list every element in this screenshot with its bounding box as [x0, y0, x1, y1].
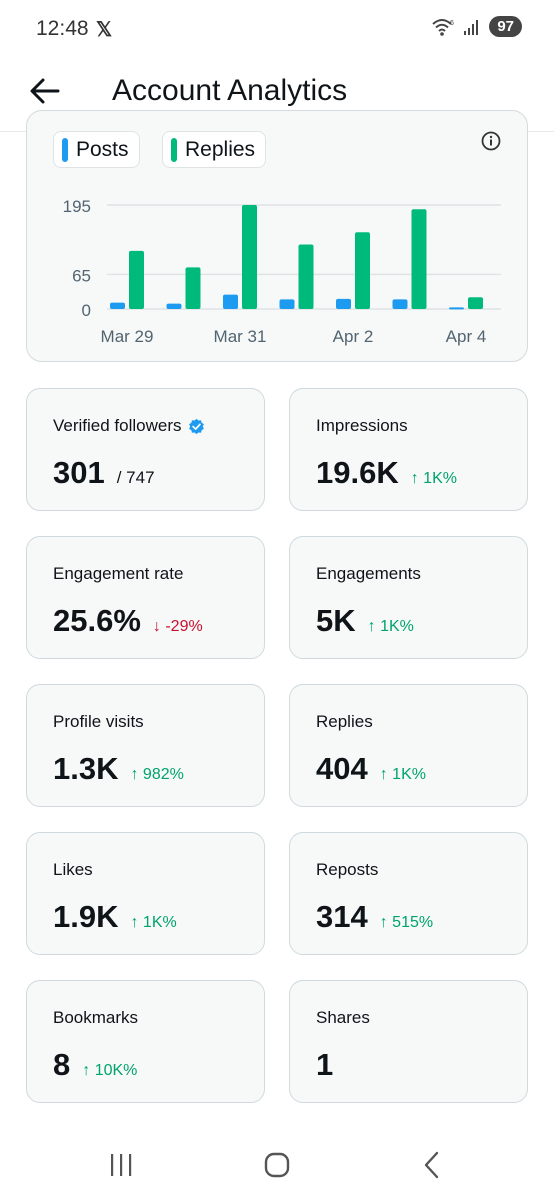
home-icon[interactable] [257, 1148, 297, 1182]
legend-posts[interactable]: Posts [53, 131, 140, 168]
stat-label: Replies [316, 712, 373, 731]
legend-replies[interactable]: Replies [162, 131, 267, 168]
stat-label: Likes [53, 860, 93, 879]
stat-value: 5K [316, 603, 356, 638]
info-icon[interactable] [481, 131, 501, 151]
arrow-left-icon[interactable] [28, 74, 62, 108]
back-chevron-glyph [424, 1151, 439, 1179]
legend-replies-label: Replies [185, 137, 256, 161]
stat-card-reposts[interactable]: Reposts 314 ↑ 515% [289, 832, 528, 955]
stat-card-engagements[interactable]: Engagements 5K ↑ 1K% [289, 536, 528, 659]
stat-card-likes[interactable]: Likes 1.9K ↑ 1K% [26, 832, 265, 955]
stat-value-row: 8 ↑ 10K% [53, 1047, 137, 1083]
wifi-badge: 6 [450, 20, 454, 27]
system-nav-bar [0, 1130, 554, 1200]
stat-label-text: Verified followers [53, 416, 182, 435]
x-tick-label: Apr 2 [333, 327, 374, 346]
x-tick-label: Mar 29 [101, 327, 154, 346]
y-tick-label: 65 [72, 266, 91, 285]
home-glyph [264, 1152, 290, 1178]
stat-value: 404 [316, 751, 368, 786]
bar-replies [355, 232, 370, 309]
stat-card-shares[interactable]: Shares 1 [289, 980, 528, 1103]
stat-card-replies[interactable]: Replies 404 ↑ 1K% [289, 684, 528, 807]
stat-change: ↑ 982% [130, 766, 184, 783]
stat-value-row: 25.6% ↓ -29% [53, 603, 203, 639]
stat-card-impressions[interactable]: Impressions 19.6K ↑ 1K% [289, 388, 528, 511]
stat-value-row: 19.6K ↑ 1K% [316, 455, 457, 491]
stat-value: 1.9K [53, 899, 119, 934]
battery-indicator: 97 [489, 16, 522, 37]
bar-posts [110, 302, 125, 309]
stat-change: ↑ 1K% [379, 766, 426, 783]
stat-label: Engagement rate [53, 564, 184, 583]
bar-replies [242, 205, 257, 309]
bar-replies [129, 250, 144, 309]
recents-icon[interactable] [101, 1148, 141, 1182]
y-tick-label: 0 [82, 301, 91, 320]
stat-change: ↑ 10K% [82, 1062, 138, 1079]
stat-total: / 747 [116, 468, 155, 487]
stat-label: Reposts [316, 860, 379, 879]
bar-posts [336, 298, 351, 309]
stat-value-row: 1 [316, 1047, 333, 1083]
stat-value-row: 314 ↑ 515% [316, 899, 433, 935]
stat-card-engagement-rate[interactable]: Engagement rate 25.6% ↓ -29% [26, 536, 265, 659]
x-logo-icon: 𝕏 [96, 19, 113, 41]
stat-change: ↑ 1K% [410, 470, 457, 487]
status-bar: 12:48 𝕏 6 97 [0, 0, 554, 56]
bar-replies [468, 297, 483, 309]
stat-value: 25.6% [53, 603, 141, 638]
bar-posts [392, 299, 408, 309]
bar-posts [279, 299, 295, 309]
status-time: 12:48 [36, 17, 89, 40]
stat-value-row: 404 ↑ 1K% [316, 751, 426, 787]
bar-chart: 195 65 0 Mar 29 Mar 31 Apr 2 Apr 4 [63, 197, 501, 346]
status-icons: 6 97 [431, 16, 522, 37]
stat-change: ↑ 1K% [367, 618, 414, 635]
stat-value-row: 5K ↑ 1K% [316, 603, 414, 639]
stat-change: ↓ -29% [152, 618, 203, 635]
bar-replies [185, 267, 201, 309]
recents-glyph [111, 1154, 132, 1176]
bar-replies [411, 209, 427, 309]
page-title: Account Analytics [112, 74, 348, 107]
stat-card-verified-followers[interactable]: Verified followers 301 / 747 [26, 388, 265, 511]
stat-value: 301 [53, 455, 105, 490]
bar-posts [166, 303, 182, 309]
stat-label: Bookmarks [53, 1008, 139, 1027]
stat-value: 314 [316, 899, 368, 934]
stat-label: Verified followers [53, 416, 205, 436]
stat-value: 1 [316, 1047, 334, 1082]
bar-posts [449, 307, 464, 310]
stat-value-row: 1.9K ↑ 1K% [53, 899, 177, 935]
stat-value-row: 1.3K ↑ 982% [53, 751, 184, 787]
stat-value: 1.3K [53, 751, 119, 786]
wifi-icon: 6 [432, 18, 454, 36]
bar-replies [298, 244, 314, 309]
x-tick-label: Mar 31 [214, 327, 267, 346]
chart-card: 195 65 0 Mar 29 Mar 31 Apr 2 Apr 4 Posts Repli… [26, 110, 528, 362]
x-tick-label: Apr 4 [446, 327, 487, 346]
verified-badge-icon [188, 418, 204, 434]
stat-label: Engagements [316, 564, 421, 583]
stat-change: ↑ 515% [379, 914, 434, 931]
stat-label: Profile visits [53, 712, 144, 731]
stat-label: Shares [316, 1008, 370, 1027]
bar-posts [223, 294, 238, 309]
legend-replies-swatch [171, 137, 177, 162]
stat-value: 19.6K [316, 455, 399, 490]
back-chevron-icon[interactable] [412, 1148, 452, 1182]
signal-icon [464, 19, 479, 35]
stat-label: Impressions [316, 416, 408, 435]
stat-change: ↑ 1K% [130, 914, 177, 931]
y-tick-label: 195 [63, 197, 91, 216]
stat-value-row: 301 / 747 [53, 455, 155, 491]
legend-posts-swatch [62, 137, 68, 162]
legend-posts-label: Posts [76, 137, 129, 161]
stat-card-bookmarks[interactable]: Bookmarks 8 ↑ 10K% [26, 980, 265, 1103]
stat-value: 8 [53, 1047, 71, 1082]
stat-card-profile-visits[interactable]: Profile visits 1.3K ↑ 982% [26, 684, 265, 807]
